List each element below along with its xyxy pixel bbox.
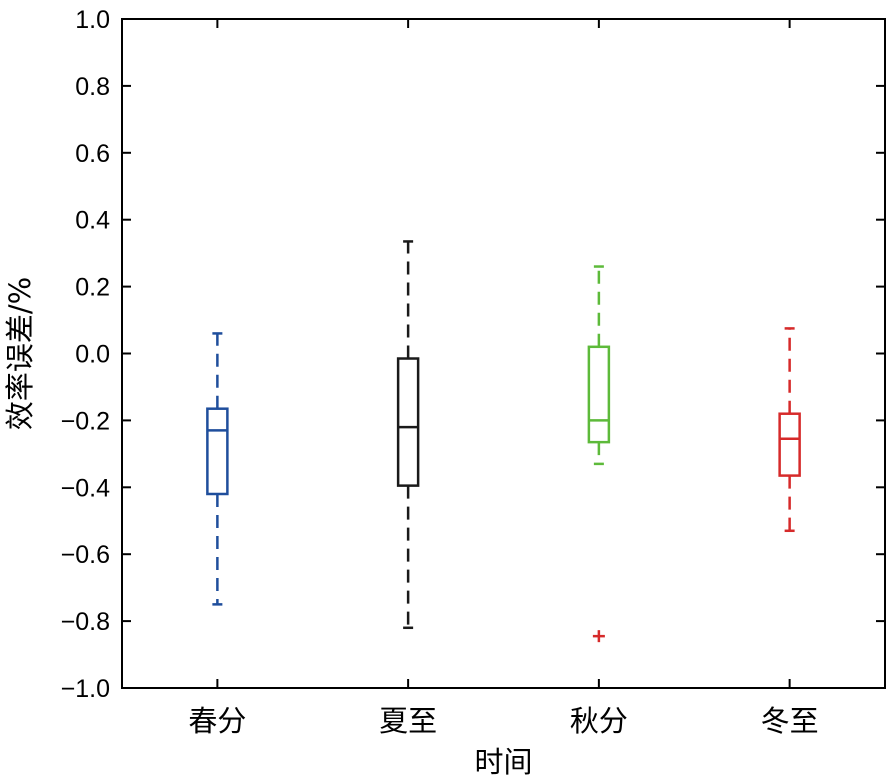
- y-tick-label: 1.0: [75, 6, 110, 34]
- y-tick-label: −1.0: [61, 675, 110, 703]
- x-category-label: 冬至: [761, 704, 819, 738]
- y-axis-title: 效率误差/%: [3, 277, 37, 430]
- y-tick-label: 0.0: [75, 341, 110, 369]
- y-tick-label: −0.8: [61, 608, 110, 636]
- x-axis-title: 时间: [474, 745, 532, 779]
- y-tick-label: −0.6: [61, 541, 110, 569]
- x-category-label: 春分: [188, 704, 246, 738]
- box-3: [587, 265, 611, 643]
- box-1: [206, 332, 229, 606]
- y-tick-label: −0.4: [61, 474, 110, 502]
- y-tick-label: −0.2: [61, 407, 110, 435]
- box-2: [396, 240, 420, 630]
- iqr-box: [206, 407, 229, 496]
- iqr-box: [778, 412, 801, 477]
- x-category-label: 秋分: [570, 704, 628, 738]
- y-tick-label: 0.8: [75, 73, 110, 101]
- y-tick-label: 0.6: [75, 140, 110, 168]
- x-category-label: 夏至: [379, 704, 437, 738]
- y-tick-label: 0.2: [75, 274, 110, 302]
- plot-frame: [121, 18, 886, 689]
- iqr-box: [587, 345, 611, 444]
- iqr-box: [396, 357, 420, 487]
- y-tick-label: 0.4: [75, 207, 110, 235]
- box-4: [778, 327, 801, 533]
